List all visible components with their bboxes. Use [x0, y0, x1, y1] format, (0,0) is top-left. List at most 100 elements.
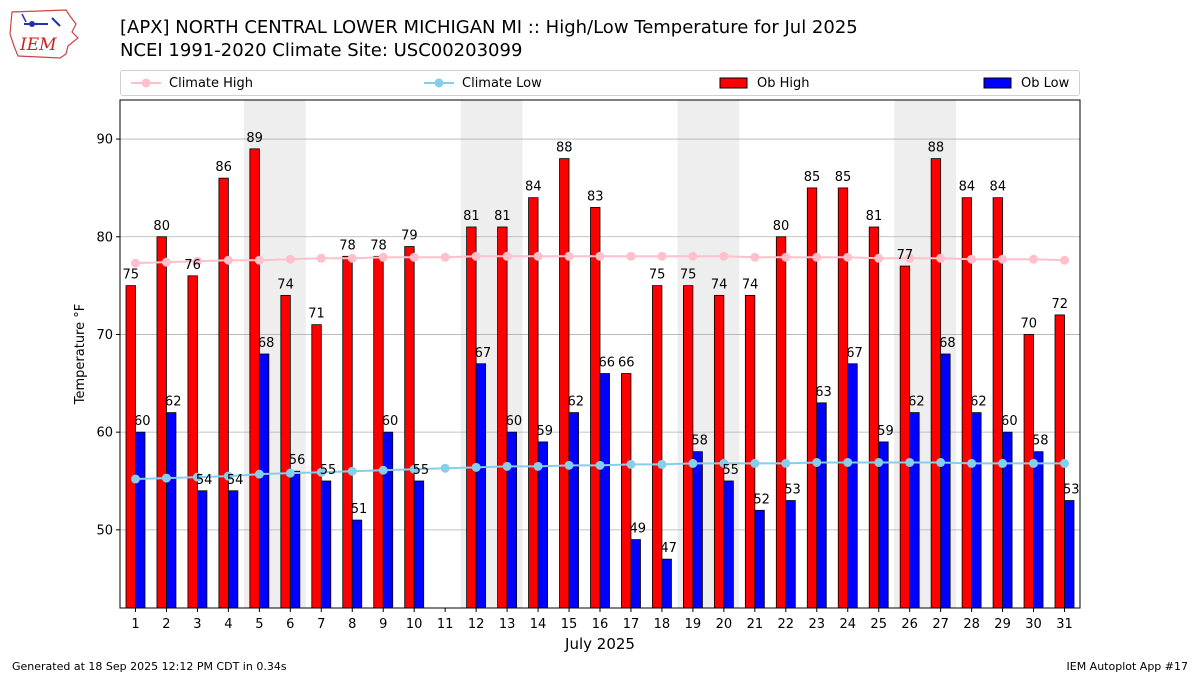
- ob-high-data-label: 75: [680, 268, 697, 283]
- x-tick-label: 18: [654, 617, 671, 632]
- ob-low-data-label: 60: [134, 414, 151, 429]
- ob-low-bar: [847, 363, 858, 609]
- iem-logo: IEM: [8, 6, 80, 60]
- climate-high-point: [781, 252, 791, 262]
- ob-high-bar: [713, 294, 725, 609]
- x-tick-label: 16: [592, 617, 609, 632]
- ob-low-data-label: 53: [1063, 483, 1080, 498]
- ob-low-data-label: 47: [660, 541, 677, 556]
- ob-high-data-label: 74: [742, 277, 759, 292]
- x-tick-label: 17: [623, 617, 640, 632]
- climate-high-point: [657, 251, 667, 261]
- ob-low-bar: [568, 412, 579, 609]
- climate-high-point: [502, 251, 512, 261]
- ob-high-bar: [837, 187, 849, 609]
- ob-high-data-label: 74: [711, 277, 728, 292]
- climate-high-point: [409, 252, 419, 262]
- climate-low-point: [750, 458, 760, 468]
- ob-high-data-label: 75: [122, 268, 139, 283]
- ob-low-data-label: 55: [320, 463, 337, 478]
- ob-low-data-label: 54: [227, 473, 244, 488]
- ob-high-bar: [868, 226, 880, 609]
- legend-label: Climate High: [169, 75, 254, 91]
- ob-low-data-label: 63: [815, 385, 832, 400]
- climate-low-point: [161, 473, 171, 483]
- climate-low-point: [1060, 458, 1070, 468]
- ob-low-data-label: 56: [289, 453, 306, 468]
- x-tick-label: 4: [224, 617, 232, 632]
- climate-low-point: [533, 461, 543, 471]
- ob-low-data-label: 66: [598, 356, 615, 371]
- climate-high-point: [812, 252, 822, 262]
- ob-low-bar: [1002, 431, 1013, 609]
- y-axis-label: Temperature °F: [73, 304, 88, 405]
- x-tick-label: 12: [468, 617, 485, 632]
- legend-item-climate-low: Climate Low: [424, 71, 542, 95]
- climate-low-point: [409, 464, 419, 474]
- climate-high-point: [998, 254, 1008, 264]
- climate-low-point: [688, 458, 698, 468]
- climate-low-point: [781, 458, 791, 468]
- ob-low-data-label: 60: [506, 414, 523, 429]
- ob-low-data-label: 58: [1032, 434, 1049, 449]
- climate-low-point: [347, 466, 357, 476]
- ob-low-bar: [692, 451, 703, 609]
- ob-high-bar: [775, 236, 787, 609]
- ob-low-data-label: 53: [784, 483, 801, 498]
- ob-high-data-label: 88: [928, 141, 945, 156]
- ob-high-bar: [744, 294, 756, 609]
- climate-high-point: [1029, 254, 1039, 264]
- ob-high-bar: [590, 207, 601, 609]
- climate-low-point: [378, 465, 388, 475]
- ob-high-bar: [125, 285, 136, 609]
- x-tick-label: 19: [685, 617, 702, 632]
- legend-label: Ob High: [757, 75, 810, 91]
- ob-low-bar: [320, 480, 332, 609]
- ob-low-data-label: 52: [753, 492, 770, 507]
- ob-low-bar: [785, 500, 796, 609]
- ob-low-data-label: 58: [691, 434, 708, 449]
- x-tick-label: 28: [963, 617, 980, 632]
- chart-legend: Climate High Climate Low Ob High Ob Low: [120, 70, 1080, 96]
- ob-high-data-label: 88: [556, 141, 573, 156]
- ob-low-data-label: 62: [970, 395, 987, 410]
- ob-high-bar: [652, 285, 663, 609]
- climate-high-point: [626, 251, 636, 261]
- ob-low-data-label: 55: [722, 463, 739, 478]
- ob-high-data-label: 84: [990, 180, 1007, 195]
- climate-high-point: [254, 255, 264, 265]
- ob-low-data-label: 59: [537, 424, 554, 439]
- climate-low-point: [874, 457, 884, 467]
- ob-high-bar: [621, 373, 632, 609]
- ob-low-bar: [135, 431, 146, 609]
- ob-high-data-label: 85: [804, 170, 821, 185]
- climate-low-point: [998, 458, 1008, 468]
- ob-high-bar: [218, 177, 229, 609]
- ob-high-data-label: 71: [308, 307, 325, 322]
- ob-low-bar: [754, 509, 765, 609]
- x-tick-label: 2: [162, 617, 170, 632]
- climate-high-point: [471, 251, 481, 261]
- chart-title: [APX] NORTH CENTRAL LOWER MICHIGAN MI ::…: [120, 17, 858, 38]
- climate-low-point: [905, 457, 915, 467]
- y-tick-label: 70: [96, 328, 113, 343]
- ob-low-bar: [909, 412, 920, 609]
- x-tick-label: 14: [530, 617, 547, 632]
- climate-high-point: [1060, 255, 1070, 265]
- ob-high-data-label: 66: [618, 356, 635, 371]
- ob-high-data-label: 76: [184, 258, 201, 273]
- ob-low-bar: [723, 480, 734, 609]
- ob-low-bar: [506, 431, 517, 609]
- ob-low-bar: [197, 490, 208, 609]
- ob-high-bar: [373, 255, 384, 609]
- ob-low-data-label: 62: [568, 395, 585, 410]
- ob-high-data-label: 79: [401, 229, 418, 244]
- climate-high-point: [378, 252, 388, 262]
- x-tick-label: 20: [716, 617, 733, 632]
- x-tick-label: 22: [778, 617, 795, 632]
- ob-high-data-label: 89: [246, 131, 263, 146]
- legend-item-ob-low: Ob Low: [983, 71, 1069, 95]
- ob-high-data-label: 78: [339, 238, 356, 253]
- legend-item-ob-high: Ob High: [719, 71, 810, 95]
